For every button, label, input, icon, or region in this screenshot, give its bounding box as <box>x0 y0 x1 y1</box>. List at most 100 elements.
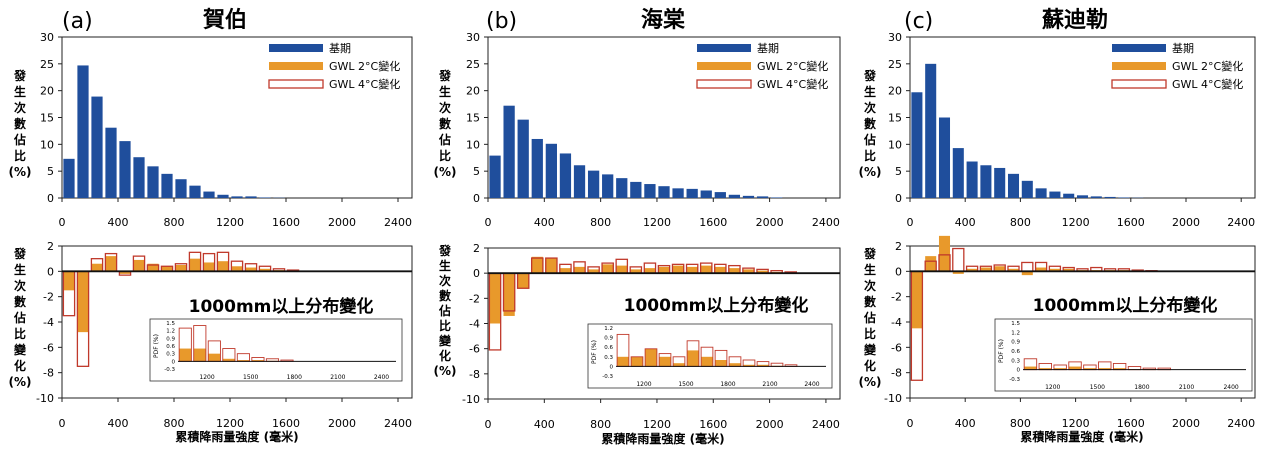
inset-gwl2-bar <box>617 356 629 367</box>
bottom-y-tick-label: -6 <box>43 341 54 354</box>
baseline-bar <box>1104 196 1116 198</box>
top-y-tick-label: 25 <box>40 58 54 71</box>
top-y-axis-label-char: 生 <box>864 84 876 99</box>
bottom-y-tick-label: -2 <box>43 291 54 304</box>
gwl2-bar <box>644 268 656 274</box>
gwl2-bar <box>1021 271 1033 276</box>
panel-label: (b) <box>486 9 517 34</box>
baseline-bar <box>742 195 755 198</box>
baseline-bar <box>1021 180 1033 198</box>
inset-x-tick-label: 1500 <box>243 374 258 381</box>
bottom-y-axis-label-char: 數 <box>864 294 876 309</box>
legend-swatch-gwl4 <box>1111 79 1167 89</box>
gwl2-bar <box>966 268 978 272</box>
top-y-tick-label: 0 <box>47 192 54 205</box>
top-y-tick-label: 0 <box>473 192 480 205</box>
bottom-y-tick-label: -8 <box>469 368 480 381</box>
baseline-bar <box>189 185 201 198</box>
inset-gwl2-bar <box>222 358 235 362</box>
top-x-tick-label: 1600 <box>272 216 300 229</box>
inset-y-tick-label: 1.5 <box>166 321 175 327</box>
inset-y-tick-label: 0.6 <box>1011 349 1020 355</box>
gwl2-bar <box>517 273 529 289</box>
baseline-bar <box>105 127 117 198</box>
baseline-bar <box>545 143 557 198</box>
inset-frame <box>994 318 1253 392</box>
inset-gwl2-bar <box>729 363 741 367</box>
legend-swatch-gwl4 <box>696 79 752 89</box>
baseline-bar <box>245 196 257 198</box>
x-axis-label: 累積降雨量強度 (毫米) <box>601 431 724 446</box>
bottom-y-tick-label: -2 <box>891 291 902 304</box>
inset-y-tick-label: 0.3 <box>166 352 175 358</box>
bottom-y-axis-label-char: 發 <box>863 246 877 261</box>
gwl2-bar <box>531 256 543 274</box>
panel-title: 賀伯 <box>202 7 247 33</box>
top-x-tick-label: 2000 <box>756 216 784 229</box>
bottom-x-tick-label: 2000 <box>1172 417 1200 430</box>
inset-gwl2-bar <box>1068 366 1082 370</box>
legend-baseline-label: 基期 <box>757 42 779 55</box>
inset-gwl2-bar <box>757 364 769 367</box>
bottom-y-axis-label-char: 變 <box>863 342 877 357</box>
bottom-y-axis-label-char: 比 <box>439 318 451 333</box>
bottom-y-axis-label-char: 變 <box>438 333 452 348</box>
bottom-y-axis-label-char: 生 <box>14 262 26 277</box>
baseline-bar <box>771 197 783 198</box>
top-y-tick-label: 30 <box>40 31 54 44</box>
x-axis-label: 累積降雨量強度 (毫米) <box>1020 429 1143 444</box>
legend-swatch-gwl2 <box>1112 62 1166 70</box>
top-x-tick-label: 2000 <box>328 216 356 229</box>
baseline-bar <box>1049 191 1061 198</box>
baseline-bar <box>672 188 684 198</box>
baseline-bar <box>616 178 628 198</box>
bottom-x-tick-label: 800 <box>1010 417 1031 430</box>
bottom-y-axis-label-char: 數 <box>14 294 26 309</box>
bottom-y-tick-label: -2 <box>469 292 480 305</box>
top-y-tick-label: 5 <box>47 165 54 178</box>
baseline-bar <box>966 161 978 198</box>
top-y-axis-label-char: 佔 <box>438 132 451 147</box>
baseline-bar <box>714 192 726 198</box>
baseline-bar <box>559 153 572 198</box>
baseline-bar <box>161 173 173 198</box>
top-x-tick-label: 1200 <box>1062 216 1090 229</box>
panel-label: (a) <box>62 9 93 34</box>
inset-gwl2-bar <box>1113 368 1126 370</box>
bottom-x-tick-label: 400 <box>955 417 976 430</box>
bottom-y-axis-label-char: 化 <box>864 358 876 373</box>
inset-x-tick-label: 1200 <box>1045 384 1060 391</box>
gwl2-bar <box>938 235 951 272</box>
bottom-y-axis-label-char: 化 <box>439 348 451 363</box>
baseline-bar <box>925 63 937 199</box>
bottom-y-axis-label-char: 比 <box>14 326 26 341</box>
bottom-x-tick-label: 1200 <box>643 418 671 431</box>
baseline-bar <box>489 155 501 198</box>
gwl2-bar <box>63 271 75 291</box>
top-x-tick-label: 800 <box>164 216 185 229</box>
baseline-bar <box>602 174 614 198</box>
inset-x-tick-label: 1500 <box>1090 384 1105 391</box>
bottom-x-tick-label: 1200 <box>216 417 244 430</box>
top-x-tick-label: 0 <box>907 216 914 229</box>
baseline-bar <box>587 170 600 198</box>
bottom-x-tick-label: 1600 <box>699 418 727 431</box>
bottom-y-axis-label-char: 數 <box>439 288 451 303</box>
inset-x-tick-label: 2100 <box>330 374 345 381</box>
top-y-axis-label-char: 佔 <box>863 132 876 147</box>
top-x-tick-label: 2400 <box>1227 216 1255 229</box>
inset-x-tick-label: 1800 <box>720 381 735 388</box>
baseline-bar <box>133 157 145 198</box>
legend-gwl2-label: GWL 2°C變化 <box>1172 59 1243 73</box>
top-y-tick-label: 5 <box>895 165 902 178</box>
inset-y-tick-label: 1.2 <box>1011 330 1020 336</box>
baseline-bar <box>938 117 951 198</box>
baseline-bar <box>175 179 187 198</box>
inset-gwl2-bar <box>179 348 192 362</box>
top-y-axis-label-char: 次 <box>864 100 876 115</box>
gwl2-bar <box>672 265 684 274</box>
bottom-y-tick-label: -6 <box>891 341 902 354</box>
inset-y-tick-label: 0.3 <box>604 355 613 361</box>
bottom-y-tick-label: 2 <box>473 242 480 255</box>
